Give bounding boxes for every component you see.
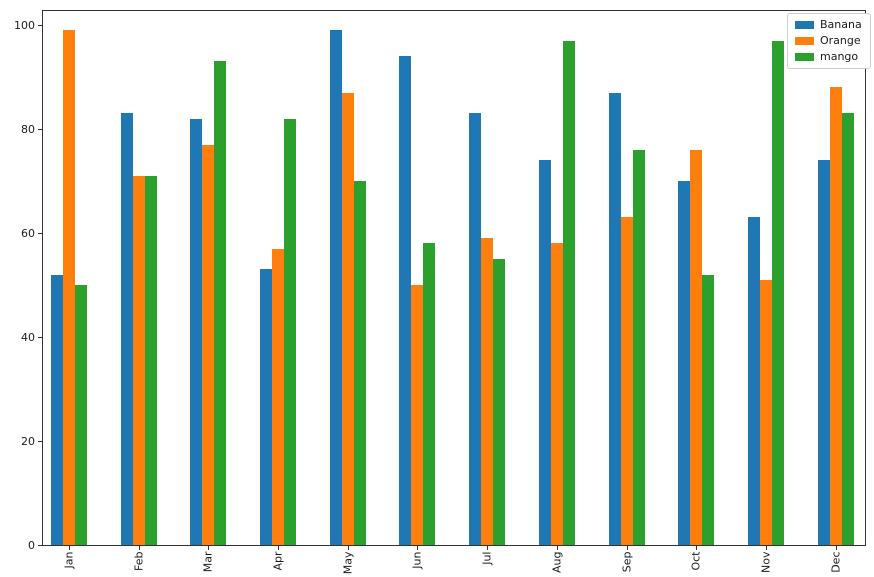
x-tick-mark: [696, 546, 698, 550]
bar-sep-mango: [632, 150, 645, 545]
bar-aug-orange: [550, 243, 563, 545]
plot-area: [42, 10, 866, 546]
x-tick-label: Jan: [62, 551, 76, 569]
legend-item: Banana: [795, 19, 862, 31]
bar-nov-mango: [771, 41, 784, 545]
bar-jan-orange: [62, 30, 75, 545]
x-tick-label: Oct: [689, 551, 703, 571]
bar-oct-banana: [678, 181, 691, 545]
bar-jul-mango: [493, 259, 506, 545]
legend-label: Orange: [820, 34, 861, 47]
legend: Banana Orange mango: [787, 13, 871, 69]
y-tick-label: 80: [21, 122, 35, 136]
bar-apr-banana: [260, 269, 272, 545]
bar-jun-banana: [399, 56, 412, 545]
y-tick-mark: [38, 336, 42, 338]
bar-jul-banana: [469, 113, 482, 545]
bar-mar-orange: [202, 145, 215, 545]
bar-dec-banana: [817, 160, 830, 545]
y-tick-label: 40: [21, 330, 35, 344]
bar-aug-banana: [538, 160, 551, 545]
y-tick-label: 20: [21, 434, 35, 448]
bar-dec-mango: [841, 113, 854, 545]
bar-apr-mango: [284, 119, 296, 545]
bar-mar-mango: [214, 61, 227, 545]
x-tick-mark: [347, 546, 349, 550]
x-tick-label: Feb: [132, 551, 146, 571]
bar-jan-mango: [74, 285, 87, 545]
bar-nov-orange: [759, 280, 772, 545]
y-tick-label: 60: [21, 226, 35, 240]
bar-jun-orange: [411, 285, 424, 545]
y-tick-mark: [38, 232, 42, 234]
bar-jul-orange: [481, 238, 494, 545]
legend-label: mango: [820, 50, 859, 63]
legend-label: Banana: [820, 18, 862, 31]
bar-feb-orange: [132, 176, 145, 545]
bar-feb-mango: [144, 176, 157, 545]
bar-feb-banana: [120, 113, 133, 545]
bar-dec-orange: [829, 87, 842, 545]
x-tick-mark: [138, 546, 140, 550]
x-tick-mark: [835, 546, 837, 550]
x-tick-mark: [278, 546, 279, 550]
x-tick-mark: [765, 546, 767, 550]
x-tick-mark: [208, 546, 210, 550]
x-tick-label: May: [341, 551, 355, 575]
y-tick-mark: [38, 544, 42, 546]
x-tick-label: Apr: [271, 551, 285, 571]
bar-aug-mango: [562, 41, 575, 545]
y-tick-label: 0: [28, 538, 35, 552]
legend-swatch-mango: [795, 53, 814, 61]
legend-swatch-orange: [795, 37, 814, 45]
bar-may-orange: [341, 93, 354, 545]
bar-sep-banana: [608, 93, 621, 545]
x-tick-mark: [556, 546, 558, 550]
bar-oct-orange: [690, 150, 703, 545]
bar-sep-orange: [620, 217, 633, 545]
x-tick-label: Nov: [759, 551, 773, 573]
x-tick-label: Aug: [550, 551, 564, 573]
bar-mar-banana: [190, 119, 203, 545]
bar-nov-banana: [747, 217, 760, 545]
legend-item: mango: [795, 51, 862, 63]
x-tick-label: Jun: [410, 551, 424, 569]
legend-swatch-banana: [795, 21, 814, 29]
x-tick-label: Dec: [829, 551, 843, 573]
y-tick-label: 100: [14, 18, 35, 32]
legend-item: Orange: [795, 35, 862, 47]
bar-jan-banana: [50, 275, 63, 545]
x-tick-mark: [487, 546, 489, 550]
bar-oct-mango: [702, 275, 715, 545]
y-tick-mark: [38, 24, 42, 26]
bar-may-banana: [329, 30, 342, 545]
y-tick-mark: [38, 440, 42, 442]
x-tick-mark: [417, 546, 419, 550]
x-tick-label: Jul: [480, 551, 494, 565]
bar-apr-orange: [272, 249, 284, 545]
y-tick-mark: [38, 128, 42, 130]
x-tick-label: Sep: [620, 551, 633, 573]
x-tick-mark: [626, 546, 628, 550]
bar-may-mango: [353, 181, 366, 545]
x-tick-label: Mar: [201, 551, 215, 573]
bar-jun-mango: [423, 243, 436, 545]
x-tick-mark: [68, 546, 70, 550]
